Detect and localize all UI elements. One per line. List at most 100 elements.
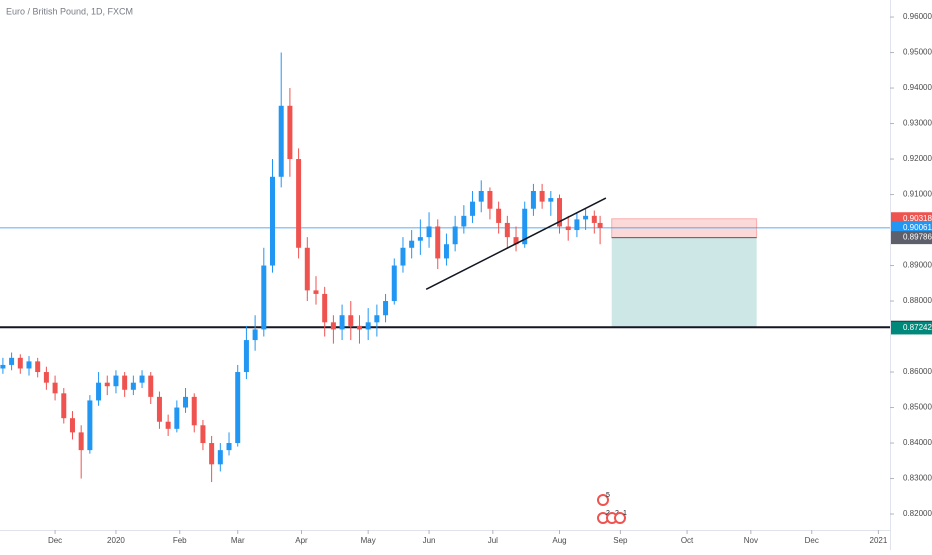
x-tick-label: Nov: [744, 536, 758, 545]
candle-body: [583, 215, 589, 220]
candle-body: [52, 382, 58, 394]
candle-body: [496, 208, 502, 223]
candle-body: [278, 105, 284, 177]
price-label-box: [891, 321, 932, 335]
x-tick-label: Sep: [613, 536, 628, 545]
x-tick-label: 2021: [870, 536, 888, 545]
candle-body: [130, 382, 136, 390]
event-marker: [597, 494, 609, 506]
candle-body: [539, 190, 545, 202]
candle-body: [513, 237, 519, 245]
candle-body: [148, 375, 154, 397]
candle-body: [226, 443, 232, 451]
x-tick-label: Feb: [173, 536, 187, 545]
candle-body: [322, 293, 328, 323]
candle-body: [574, 219, 580, 231]
candle-body: [330, 322, 336, 330]
price-label: 0.90318: [903, 214, 932, 223]
candle-body: [17, 357, 23, 369]
x-tick-label: Dec: [805, 536, 819, 545]
candle-body: [417, 237, 423, 241]
x-tick-label: 2020: [107, 536, 125, 545]
candle-body: [478, 190, 484, 202]
x-tick-label: Apr: [295, 536, 308, 545]
candle-body: [313, 290, 319, 294]
event-count: 1: [623, 510, 627, 517]
candle-body: [435, 226, 441, 259]
event-count: 2: [606, 510, 610, 517]
candle-body: [296, 159, 302, 248]
candle-body: [261, 265, 267, 330]
candle-body: [78, 432, 84, 451]
candle-body: [113, 375, 119, 387]
candle-body: [461, 215, 467, 227]
x-tick-label: Dec: [48, 536, 62, 545]
x-tick-label: May: [361, 536, 376, 545]
candle-body: [0, 364, 6, 369]
x-tick-label: Jul: [488, 536, 498, 545]
candle-body: [26, 361, 32, 369]
y-tick-label: 0.85000: [903, 403, 932, 412]
price-label-box: [891, 221, 932, 235]
y-tick-label: 0.89000: [903, 261, 932, 270]
candle-body: [597, 222, 603, 228]
price-label-box: [891, 231, 932, 245]
candle-body: [209, 443, 215, 465]
trendline: [425, 197, 607, 290]
y-tick-label: 0.84000: [903, 438, 932, 447]
price-label: 0.87242: [903, 323, 932, 332]
candle-body: [183, 396, 189, 408]
candle-body: [191, 396, 197, 426]
candle-body: [443, 244, 449, 259]
event-marker: [614, 512, 626, 524]
candle-body: [9, 357, 15, 365]
candle-body: [530, 190, 536, 209]
y-tick-label: 0.95000: [903, 48, 932, 57]
y-tick-label: 0.91000: [903, 190, 932, 199]
x-tick-label: Aug: [552, 536, 566, 545]
y-tick-label: 0.92000: [903, 154, 932, 163]
candle-body: [174, 407, 180, 429]
candle-body: [365, 322, 371, 330]
event-count: 5: [606, 492, 610, 499]
y-tick-label: 0.82000: [903, 509, 932, 518]
candle-body: [557, 198, 563, 227]
candle-body: [356, 325, 362, 330]
candle-body: [252, 329, 258, 341]
y-tick-label: 0.93000: [903, 119, 932, 128]
y-tick-label: 0.83000: [903, 474, 932, 483]
candle-body: [35, 361, 41, 373]
candle-body: [69, 418, 75, 433]
candle-body: [122, 375, 128, 390]
candle-body: [522, 208, 528, 245]
candle-body: [270, 176, 276, 266]
candle-body: [43, 372, 49, 383]
x-tick-label: Oct: [681, 536, 694, 545]
candle-body: [487, 190, 493, 209]
chart-title: Euro / British Pound, 1D, FXCM: [6, 6, 133, 16]
candle-body: [383, 301, 389, 316]
candle-body: [156, 396, 162, 422]
candle-body: [504, 222, 510, 238]
candle-body: [304, 247, 310, 291]
price-label: 0.90061: [903, 223, 932, 232]
candle-body: [243, 340, 249, 373]
candle-body: [104, 382, 110, 387]
candle-body: [200, 425, 206, 444]
candle-body: [235, 372, 241, 444]
candle-body: [470, 201, 476, 216]
candle-body: [139, 375, 145, 383]
candle-body: [217, 450, 223, 465]
x-tick-label: Mar: [231, 536, 245, 545]
candle-body: [339, 315, 345, 330]
candle-body: [400, 247, 406, 266]
candle-body: [165, 421, 171, 429]
x-tick-label: Jun: [423, 536, 436, 545]
candle-body: [548, 198, 554, 202]
candle-body: [591, 215, 597, 223]
candle-body: [409, 240, 415, 248]
candle-body: [96, 382, 102, 401]
y-tick-label: 0.96000: [903, 12, 932, 21]
y-tick-label: 0.88000: [903, 296, 932, 305]
